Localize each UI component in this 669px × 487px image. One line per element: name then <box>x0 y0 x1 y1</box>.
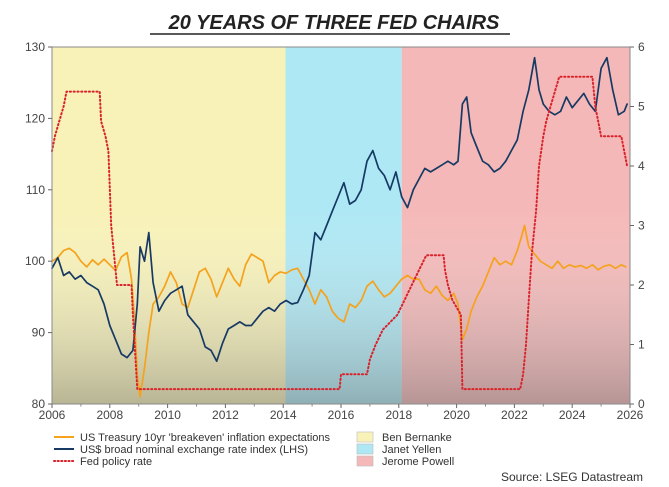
series-lines <box>51 56 629 398</box>
legend-label-janet-yellen: Janet Yellen <box>382 444 441 456</box>
y-right-tick-label: 4 <box>638 159 645 173</box>
chart-source: Source: LSEG Datastream <box>501 470 643 484</box>
x-tick-label: 2012 <box>212 408 239 422</box>
legend-swatch-jerome-powell <box>356 455 374 467</box>
x-tick-label: 2010 <box>154 408 181 422</box>
y-right-tick-label: 2 <box>638 278 645 292</box>
y-right-tick-label: 6 <box>638 40 645 54</box>
y-left-tick-label: 100 <box>25 254 45 268</box>
series-line-us-broad-nominal-exchange-rate-index-lhs <box>51 56 628 363</box>
plot-shading-gradient <box>52 47 630 404</box>
series-line-fed-policy-rate <box>51 75 629 391</box>
x-tick-label: 2022 <box>501 408 528 422</box>
x-tick-label: 2020 <box>443 408 470 422</box>
y-left-tick-label: 90 <box>32 326 46 340</box>
y-right-tick-label: 1 <box>638 338 645 352</box>
x-tick-label: 2006 <box>39 408 66 422</box>
y-right-tick-label: 3 <box>638 219 645 233</box>
y-left-tick-label: 110 <box>26 183 45 197</box>
legend-label-jerome-powell: Jerome Powell <box>382 456 454 468</box>
legend-swatch-ben-bernanke <box>356 431 374 443</box>
legend-label-fed-policy-rate: Fed policy rate <box>80 456 152 468</box>
x-tick-label: 2014 <box>270 408 297 422</box>
y-left-tick-label: 80 <box>32 397 46 411</box>
y-left-tick-label: 120 <box>25 111 45 125</box>
legend: US Treasury 10yr 'breakeven' inflation e… <box>53 431 454 468</box>
y-right-tick-label: 5 <box>638 100 645 114</box>
legend-label-us-broad-nominal-exchange-rate-index-lhs: US$ broad nominal exchange rate index (L… <box>80 444 308 456</box>
legend-label-us-treasury-10yr-breakeven-inflation-expectations: US Treasury 10yr 'breakeven' inflation e… <box>80 432 330 444</box>
y-right-tick-label: 0 <box>638 397 645 411</box>
chart-title: 20 YEARS OF THREE FED CHAIRS <box>168 12 500 34</box>
x-tick-label: 2024 <box>559 408 586 422</box>
series-line-us-treasury-10yr-breakeven-inflation-expectations <box>51 224 627 398</box>
x-tick-label: 2018 <box>385 408 412 422</box>
x-tick-label: 2008 <box>96 408 123 422</box>
legend-label-ben-bernanke: Ben Bernanke <box>382 432 452 444</box>
y-left-tick-label: 130 <box>25 40 45 54</box>
axes: 2006 2008 2010 2012 2014 2016 2018 2020 2022 2024… <box>25 40 645 422</box>
x-tick-label: 2026 <box>617 408 644 422</box>
legend-swatch-janet-yellen <box>356 443 374 455</box>
x-tick-label: 2016 <box>328 408 355 422</box>
